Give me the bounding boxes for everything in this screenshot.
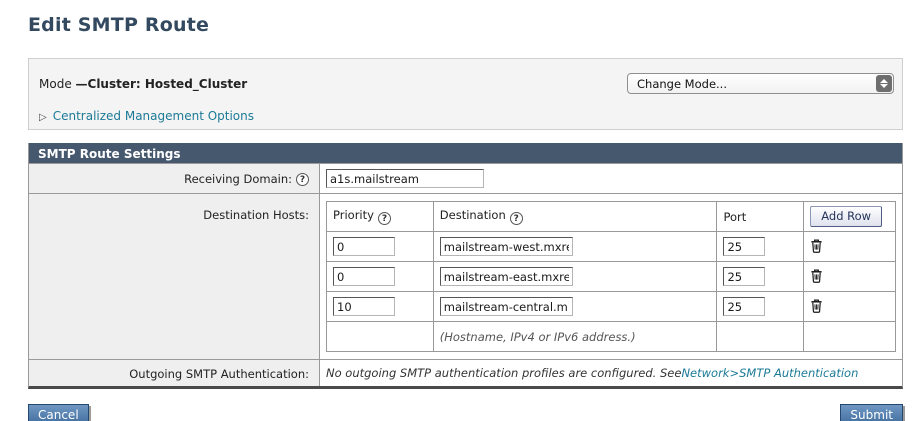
receiving-domain-input[interactable] <box>326 169 484 188</box>
priority-input[interactable] <box>333 237 395 256</box>
add-row-header-cell: Add Row <box>803 201 896 232</box>
destination-host-row-2 <box>326 261 896 292</box>
destination-host-row-3 <box>326 291 896 322</box>
receiving-domain-label: Receiving Domain: <box>184 172 292 186</box>
mode-value: —Cluster: Hosted_Cluster <box>75 76 248 91</box>
destination-column-header: Destination? <box>432 201 718 232</box>
help-icon[interactable]: ? <box>377 212 391 225</box>
add-row-button[interactable]: Add Row <box>810 206 883 227</box>
network-link[interactable]: Network <box>681 366 730 380</box>
expander-triangle-icon: ▷ <box>39 112 47 123</box>
destination-host-row-1 <box>326 231 896 262</box>
help-icon[interactable]: ? <box>296 172 309 186</box>
trash-icon <box>811 239 822 253</box>
change-mode-select[interactable]: Change Mode... <box>627 73 894 94</box>
mode-label: Mode <box>39 76 76 91</box>
destination-hosts-label: Destination Hosts: <box>29 194 320 359</box>
delete-row-button[interactable] <box>810 268 823 283</box>
outgoing-auth-text: No outgoing SMTP authentication profiles… <box>326 366 859 380</box>
delete-row-button[interactable] <box>810 238 823 253</box>
help-icon[interactable]: ? <box>509 212 523 225</box>
footer-actions: Cancel Submit <box>28 404 903 421</box>
cancel-button[interactable]: Cancel <box>28 404 89 421</box>
port-input[interactable] <box>723 297 766 316</box>
priority-column-header: Priority? <box>326 201 434 232</box>
destination-input[interactable] <box>439 297 573 316</box>
change-mode-selected-value: Change Mode... <box>637 76 727 91</box>
destination-input[interactable] <box>439 267 573 286</box>
smtp-authentication-link[interactable]: SMTP Authentication <box>739 366 859 380</box>
destination-input[interactable] <box>439 237 573 256</box>
hostname-hint: (Hostname, IPv4 or IPv6 address.) <box>439 329 636 344</box>
receiving-domain-label-cell: Receiving Domain:? <box>29 164 320 193</box>
receiving-domain-row: Receiving Domain:? <box>29 163 902 193</box>
priority-input[interactable] <box>333 267 395 286</box>
smtp-route-settings-panel: SMTP Route Settings Receiving Domain:? D… <box>28 143 903 389</box>
page: Edit SMTP Route Mode —Cluster: Hosted_Cl… <box>28 14 903 421</box>
port-input[interactable] <box>723 237 766 256</box>
outgoing-auth-row: Outgoing SMTP Authentication: No outgoin… <box>29 359 902 386</box>
destination-hosts-header-row: Priority? Destination? Port Add Row <box>326 201 896 232</box>
hostname-hint-row: (Hostname, IPv4 or IPv6 address.) <box>326 321 896 352</box>
panel-header: SMTP Route Settings <box>29 143 902 163</box>
mode-box: Mode —Cluster: Hosted_Cluster Change Mod… <box>28 58 903 130</box>
port-input[interactable] <box>723 267 766 286</box>
page-title: Edit SMTP Route <box>28 14 210 36</box>
trash-icon <box>811 299 822 313</box>
port-column-header: Port <box>716 201 805 232</box>
destination-hosts-row: Destination Hosts: Priority? Destination… <box>29 193 902 359</box>
mode-text: Mode —Cluster: Hosted_Cluster <box>39 77 247 91</box>
trash-icon <box>811 269 822 283</box>
outgoing-auth-label: Outgoing SMTP Authentication: <box>29 360 320 386</box>
select-stepper-icon <box>876 75 892 92</box>
link-separator: > <box>729 366 740 380</box>
destination-hosts-table: Priority? Destination? Port Add Row <box>326 201 896 352</box>
centralized-management-options-link[interactable]: Centralized Management Options <box>52 109 255 123</box>
delete-row-button[interactable] <box>810 298 823 313</box>
priority-input[interactable] <box>333 297 395 316</box>
submit-button[interactable]: Submit <box>840 404 903 421</box>
